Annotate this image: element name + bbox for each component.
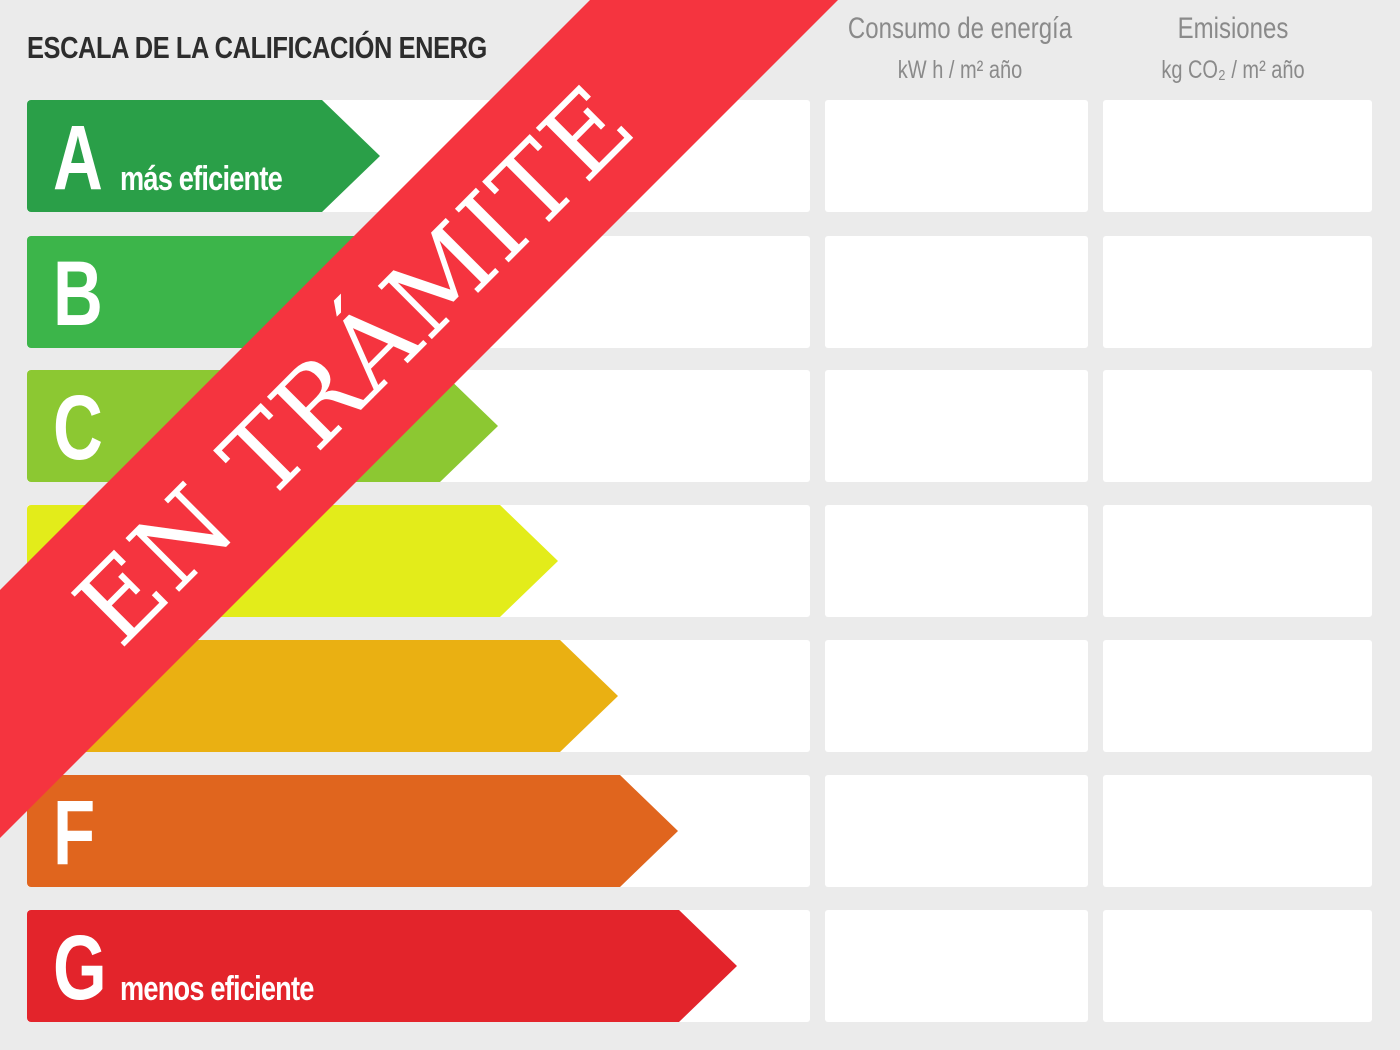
consumption-cell [825, 236, 1088, 348]
consumption-cell [825, 505, 1088, 617]
scale-title: ESCALA DE LA CALIFICACIÓN ENERG [27, 30, 487, 65]
rating-letter: G [53, 917, 107, 1019]
emissions-cell [1103, 100, 1372, 212]
rating-note: más eficiente [120, 160, 283, 198]
emissions-cell [1103, 640, 1372, 752]
emissions-cell [1103, 236, 1372, 348]
emissions-cell [1103, 910, 1372, 1022]
column-header-consumption: Consumo de energía kW h / m² año [840, 8, 1080, 90]
rating-letter: A [53, 107, 103, 209]
rating-letter: F [53, 782, 96, 884]
rating-letter: B [53, 243, 103, 345]
rating-note: menos eficiente [120, 970, 314, 1008]
rating-letter: C [53, 377, 103, 479]
emissions-cell [1103, 370, 1372, 482]
column-label: Emisiones [1177, 12, 1289, 45]
column-label: Consumo de energía [847, 12, 1073, 45]
rating-arrow: F [27, 775, 678, 887]
consumption-cell [825, 640, 1088, 752]
column-unit: kW h / m² año [897, 56, 1023, 84]
consumption-cell [825, 370, 1088, 482]
emissions-cell [1103, 775, 1372, 887]
emissions-cell [1103, 505, 1372, 617]
column-unit: kg CO₂ / m² año [1161, 56, 1305, 84]
rating-arrow: G menos eficiente [27, 910, 737, 1022]
consumption-cell [825, 775, 1088, 887]
consumption-cell [825, 100, 1088, 212]
consumption-cell [825, 910, 1088, 1022]
column-header-emissions: Emisiones kg CO₂ / m² año [1113, 8, 1353, 90]
rating-arrow: A más eficiente [27, 100, 380, 212]
